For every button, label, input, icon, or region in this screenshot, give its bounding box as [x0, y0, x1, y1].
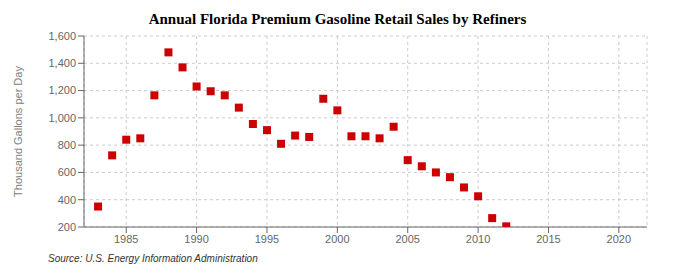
svg-text:800: 800 [58, 139, 76, 151]
svg-text:1990: 1990 [184, 233, 208, 245]
svg-text:2020: 2020 [607, 233, 631, 245]
html-text:Annual Florida Premium Gasolin: Annual Florida Premium Gasoline Retail S… [148, 11, 527, 27]
svg-text:Thousand Gallons per Day: Thousand Gallons per Day [12, 66, 24, 197]
svg-text:1,200: 1,200 [48, 84, 76, 96]
svg-text:2000: 2000 [325, 233, 349, 245]
svg-text:2015: 2015 [536, 233, 560, 245]
svg-text:1,600: 1,600 [48, 30, 76, 42]
svg-text:1985: 1985 [114, 233, 138, 245]
svg-text:600: 600 [58, 166, 76, 178]
svg-text:1995: 1995 [255, 233, 279, 245]
svg-text:2005: 2005 [395, 233, 419, 245]
svg-text:200: 200 [58, 221, 76, 233]
html-text:Source: U.S. Energy Informatio: Source: U.S. Energy Information Administ… [48, 253, 258, 264]
svg-text:400: 400 [58, 194, 76, 206]
svg-text:1,000: 1,000 [48, 112, 76, 124]
svg-text:2010: 2010 [466, 233, 490, 245]
svg-text:1,400: 1,400 [48, 57, 76, 69]
